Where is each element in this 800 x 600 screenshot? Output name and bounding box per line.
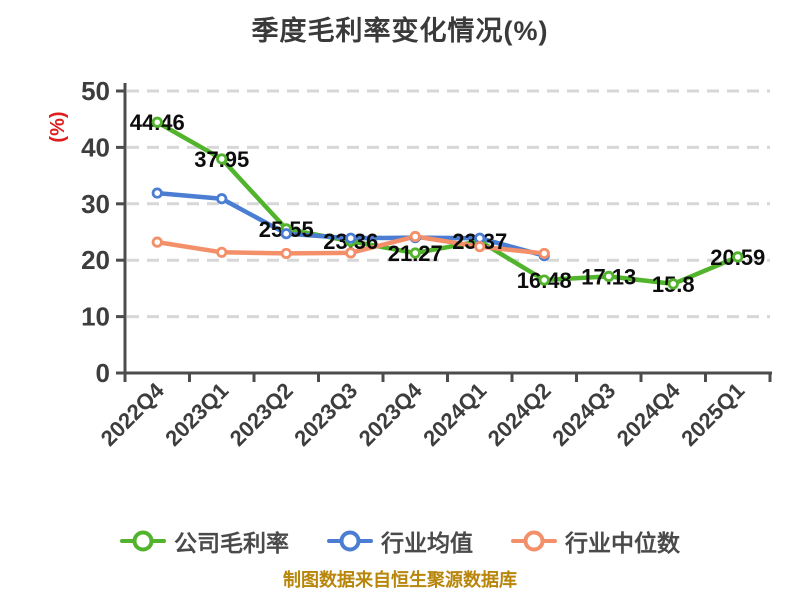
x-tick-label-2024Q1: 2024Q1 xyxy=(418,378,491,451)
data-point-行业均值-2023Q3 xyxy=(345,232,357,244)
data-point-公司毛利率-2024Q4 xyxy=(667,278,679,290)
data-point-公司毛利率-2023Q1 xyxy=(216,153,228,165)
data-point-行业中位数-2023Q4 xyxy=(409,230,421,243)
y-tick-label-0: 0 xyxy=(96,358,110,388)
y-tick-label-40: 40 xyxy=(81,132,110,162)
legend-line-icon xyxy=(511,530,557,552)
data-point-行业中位数-2024Q2 xyxy=(538,247,550,260)
series-line-公司毛利率 xyxy=(155,119,740,287)
legend-label: 公司毛利率 xyxy=(174,530,289,556)
x-tick-label-2023Q3: 2023Q3 xyxy=(289,378,362,451)
legend-item-行业中位数[interactable]: 行业中位数 xyxy=(511,524,680,558)
data-point-行业中位数-2023Q1 xyxy=(216,246,228,258)
x-tick-label-2023Q4: 2023Q4 xyxy=(354,377,428,451)
x-tick-label-2024Q2: 2024Q2 xyxy=(483,378,556,451)
data-point-行业均值-2023Q1 xyxy=(216,193,228,205)
x-tick-label-2024Q4: 2024Q4 xyxy=(612,377,686,451)
data-point-行业均值-2022Q4 xyxy=(151,187,163,199)
data-point-行业均值-2023Q2 xyxy=(280,228,292,240)
legend-line-icon xyxy=(327,530,373,552)
x-tick-label-2023Q2: 2023Q2 xyxy=(225,378,298,451)
data-point-行业中位数-2023Q3 xyxy=(345,247,357,259)
data-point-公司毛利率-2023Q4 xyxy=(409,247,421,259)
y-tick-label-50: 50 xyxy=(81,76,110,106)
x-tick-label-2024Q3: 2024Q3 xyxy=(547,378,620,451)
legend-item-公司毛利率[interactable]: 公司毛利率 xyxy=(120,524,289,558)
data-point-行业中位数-2023Q2 xyxy=(280,247,292,260)
legend-item-行业均值[interactable]: 行业均值 xyxy=(327,524,473,558)
legend-label: 行业均值 xyxy=(381,530,473,556)
legend: 公司毛利率 行业均值 行业中位数 xyxy=(0,524,800,558)
data-point-行业中位数-2022Q4 xyxy=(151,236,163,248)
x-tick-label-2022Q4: 2022Q4 xyxy=(96,377,170,451)
chart-title: 季度毛利率变化情况(%) xyxy=(251,16,549,46)
x-tick-label-2023Q1: 2023Q1 xyxy=(160,378,233,451)
legend-dot-icon xyxy=(132,530,154,552)
data-source-caption: 制图数据来自恒生聚源数据库 xyxy=(283,570,517,590)
data-point-行业中位数-2024Q1 xyxy=(474,241,486,253)
legend-dot-icon xyxy=(523,530,545,552)
data-point-公司毛利率-2024Q3 xyxy=(603,270,615,282)
y-tick-label-10: 10 xyxy=(81,302,110,332)
y-tick-label-20: 20 xyxy=(81,245,110,275)
y-axis-unit: (%) xyxy=(47,111,69,142)
data-point-公司毛利率-2024Q2 xyxy=(538,274,550,286)
legend-line-icon xyxy=(120,530,166,552)
y-tick-label-30: 30 xyxy=(81,189,110,219)
x-tick-label-2025Q1: 2025Q1 xyxy=(676,378,749,451)
data-point-公司毛利率-2022Q4 xyxy=(151,116,163,128)
legend-dot-icon xyxy=(339,530,361,552)
data-point-公司毛利率-2025Q1 xyxy=(732,251,744,263)
legend-label: 行业中位数 xyxy=(565,530,680,556)
